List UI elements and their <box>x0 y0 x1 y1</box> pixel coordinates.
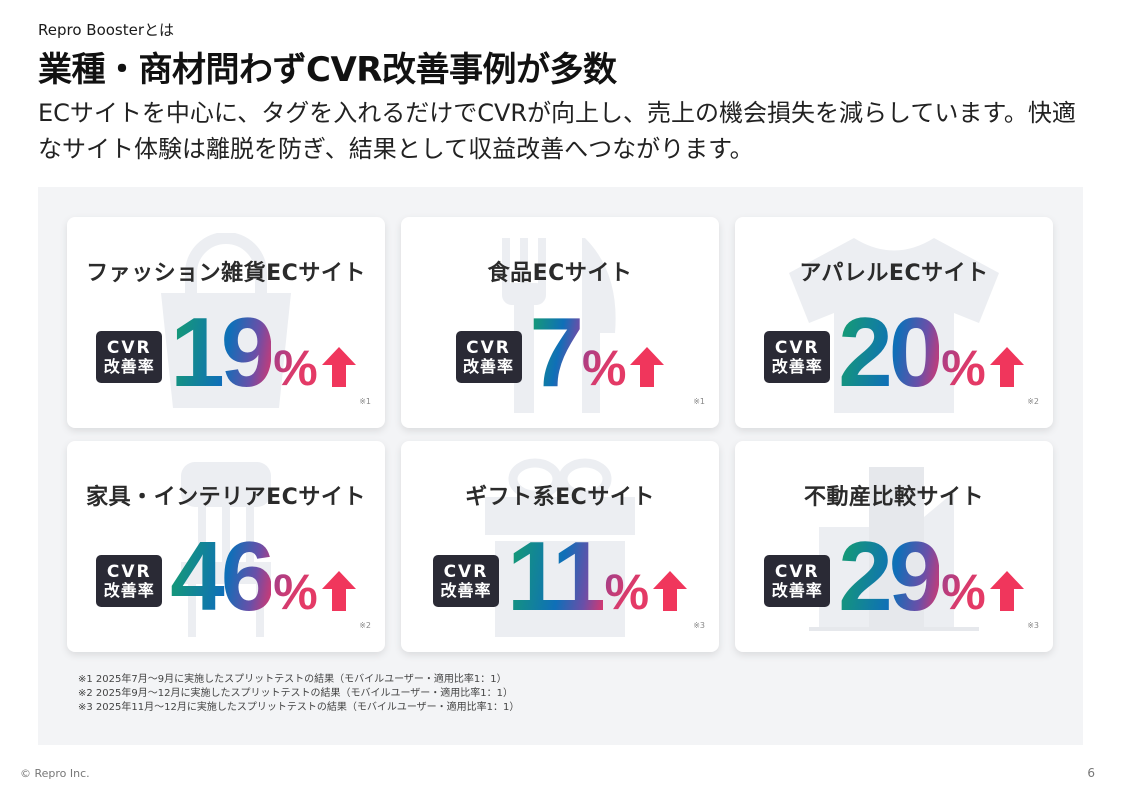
cvr-value: 19 <box>170 297 275 407</box>
copyright: © Repro Inc. <box>20 767 90 780</box>
percent-sign: % <box>604 564 650 620</box>
case-card-fashion: ファッション雑貨ECサイト CVR 改善率 19 % ※1 <box>67 217 385 428</box>
page-title: 業種・商材問わずCVR改善事例が多数 <box>38 50 617 90</box>
case-card-apparel: アパレルECサイト CVR 改善率 20 % ※2 <box>735 217 1053 428</box>
card-category: ファッション雑貨ECサイト <box>86 261 366 286</box>
percent-sign: % <box>582 340 627 396</box>
percent-sign: % <box>941 340 986 396</box>
case-card-food: 食品ECサイト CVR 改善率 7 % ※1 <box>401 217 719 428</box>
percent-sign: % <box>941 564 986 620</box>
cvr-badge: CVR 改善率 <box>96 331 163 383</box>
cvr-value: 7 <box>529 297 584 407</box>
case-card-gift: ギフト系ECサイト CVR 改善率 11 % ※3 <box>401 441 719 652</box>
arrow-up-icon <box>321 571 356 611</box>
fork-knife-icon <box>502 237 616 413</box>
footnote-ref: ※3 <box>693 621 705 630</box>
cvr-badge: CVR 改善率 <box>432 555 499 607</box>
cvr-value: 29 <box>838 521 943 631</box>
arrow-up-icon <box>989 571 1024 611</box>
footnote-1: ※1 2025年7月〜9月に実施したスプリットテストの結果（モバイルユーザー・適… <box>78 674 507 685</box>
cvr-badge: CVR 改善率 <box>764 555 831 607</box>
shopping-bag-icon <box>161 232 291 408</box>
buildings-icon <box>809 466 979 631</box>
case-card-real-estate: 不動産比較サイト CVR 改善率 29 % ※3 <box>735 441 1053 652</box>
footnote-ref: ※3 <box>1027 621 1039 630</box>
footnote-2: ※2 2025年9月〜12月に実施したスプリットテストの結果（モバイルユーザー・… <box>78 688 513 699</box>
gift-box-icon <box>485 458 635 637</box>
footnotes: ※1 2025年7月〜9月に実施したスプリットテストの結果（モバイルユーザー・適… <box>78 673 519 715</box>
card-category: 不動産比較サイト <box>803 485 984 510</box>
footnote-ref: ※2 <box>1027 397 1039 406</box>
footnote-ref: ※1 <box>693 397 705 406</box>
t-shirt-icon <box>789 237 999 413</box>
card-category: アパレルECサイト <box>799 261 989 286</box>
cvr-value: 11 <box>506 521 607 631</box>
card-category: ギフト系ECサイト <box>465 485 655 510</box>
card-category: 家具・インテリアECサイト <box>86 485 366 510</box>
cvr-badge: CVR 改善率 <box>764 331 831 383</box>
arrow-up-icon <box>630 347 665 387</box>
footnote-3: ※3 2025年11月〜12月に実施したスプリットテストの結果（モバイルユーザー… <box>78 702 520 713</box>
lead-text: ECサイトを中心に、タグを入れるだけでCVRが向上し、売上の機会損失を減らしてい… <box>38 99 1076 163</box>
cvr-badge: CVR 改善率 <box>96 555 163 607</box>
footnote-ref: ※2 <box>359 621 371 630</box>
footnote-ref: ※1 <box>359 397 371 406</box>
chair-icon <box>181 461 271 637</box>
case-card-furniture: 家具・インテリアECサイト CVR 改善率 46 % ※2 <box>67 441 385 652</box>
percent-sign: % <box>273 564 318 620</box>
arrow-up-icon <box>653 571 688 611</box>
cvr-badge: CVR 改善率 <box>455 331 522 383</box>
arrow-up-icon <box>989 347 1024 387</box>
eyebrow-label: Repro Boosterとは <box>38 21 175 39</box>
cvr-value: 20 <box>838 297 943 407</box>
page-number: 6 <box>1087 766 1095 780</box>
percent-sign: % <box>273 340 318 396</box>
arrow-up-icon <box>321 347 356 387</box>
card-category: 食品ECサイト <box>487 261 633 286</box>
cvr-value: 46 <box>170 521 275 631</box>
